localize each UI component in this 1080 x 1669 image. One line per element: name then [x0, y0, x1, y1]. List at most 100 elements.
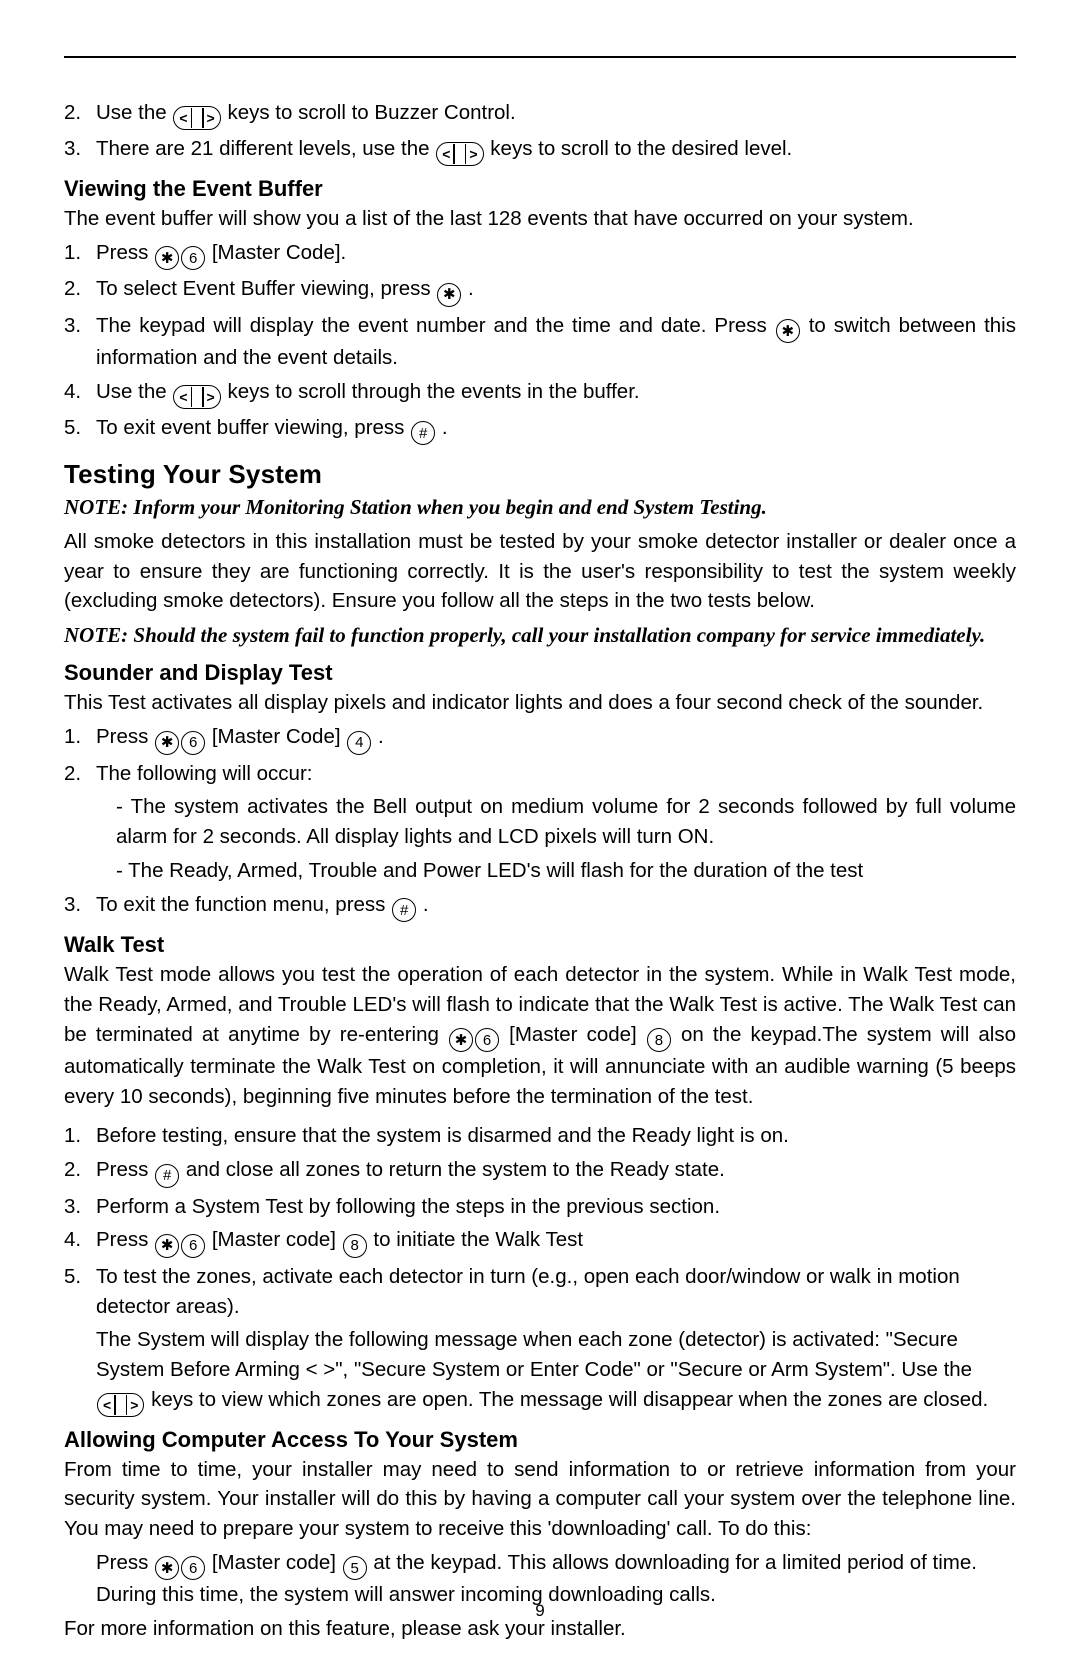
list-item: 2. The following will occur: — [64, 759, 1016, 789]
list-number: 5. — [64, 1262, 96, 1292]
six-key-icon: 6 — [181, 1556, 205, 1580]
text: . — [468, 277, 474, 300]
list-item: 3. The keypad will display the event num… — [64, 311, 1016, 373]
star-key-icon: ✱ — [776, 319, 800, 343]
list-number: 3. — [64, 890, 96, 920]
star-key-icon: ✱ — [155, 246, 179, 270]
list-item: 1. Press ✱6 [Master Code]. — [64, 238, 1016, 271]
hash-key-icon: # — [392, 898, 416, 922]
list-item: 4. Use the <> keys to scroll through the… — [64, 377, 1016, 409]
sounder-intro: This Test activates all display pixels a… — [64, 688, 1016, 718]
top-rule — [64, 56, 1016, 58]
text: Press — [96, 1228, 154, 1251]
text: and close all zones to return the system… — [186, 1158, 725, 1181]
list-body: The following will occur: — [96, 759, 1016, 789]
list-number: 4. — [64, 377, 96, 407]
list-body: Perform a System Test by following the s… — [96, 1192, 1016, 1222]
list-body: Use the <> keys to scroll through the ev… — [96, 377, 1016, 409]
sounder-list: 1. Press ✱6 [Master Code] 4 . 2. The fol… — [64, 722, 1016, 922]
text: keys to view which zones are open. The m… — [151, 1388, 988, 1411]
text: . — [442, 416, 448, 439]
list-item: 2. To select Event Buffer viewing, press… — [64, 274, 1016, 307]
list-item: 1. Press ✱6 [Master Code] 4 . — [64, 722, 1016, 755]
text: [Master code] — [212, 1551, 342, 1574]
heading-sounder: Sounder and Display Test — [64, 660, 1016, 686]
text: [Master Code] — [212, 725, 346, 748]
list-number: 2. — [64, 274, 96, 304]
six-key-icon: 6 — [181, 246, 205, 270]
text: To exit event buffer viewing, press — [96, 416, 410, 439]
note-1: NOTE: Inform your Monitoring Station whe… — [64, 492, 1016, 522]
list-number: 5. — [64, 413, 96, 443]
six-key-icon: 6 — [181, 1234, 205, 1258]
four-key-icon: 4 — [347, 731, 371, 755]
list-item: 2. Use the <> keys to scroll to Buzzer C… — [64, 98, 1016, 130]
list-body: The keypad will display the event number… — [96, 311, 1016, 373]
text: Use the — [96, 101, 172, 124]
list-body: Press ✱6 [Master Code]. — [96, 238, 1016, 271]
text: The System will display the following me… — [96, 1328, 972, 1381]
text: . — [423, 893, 429, 916]
star-key-icon: ✱ — [449, 1028, 473, 1052]
text: Press — [96, 241, 154, 264]
list-number: 1. — [64, 238, 96, 268]
list-number: 3. — [64, 1192, 96, 1222]
list-item: 3. Perform a System Test by following th… — [64, 1192, 1016, 1222]
heading-event-buffer: Viewing the Event Buffer — [64, 176, 1016, 202]
text: keys to scroll to the desired level. — [490, 137, 792, 160]
list-body: To test the zones, activate each detecto… — [96, 1262, 1016, 1321]
list-body: To exit the function menu, press # . — [96, 890, 1016, 923]
eight-key-icon: 8 — [647, 1028, 671, 1052]
note-2: NOTE: Should the system fail to function… — [64, 620, 1016, 650]
list-body: Before testing, ensure that the system i… — [96, 1121, 1016, 1151]
text: [Master code] — [212, 1228, 342, 1251]
list-number: 1. — [64, 1121, 96, 1151]
event-intro: The event buffer will show you a list of… — [64, 204, 1016, 234]
list-number: 2. — [64, 759, 96, 789]
intro-list: 2. Use the <> keys to scroll to Buzzer C… — [64, 98, 1016, 166]
text: [Master code] — [509, 1023, 646, 1046]
sub-item: - The system activates the Bell output o… — [116, 792, 1016, 851]
list-body: There are 21 different levels, use the <… — [96, 134, 1016, 166]
text: to initiate the Walk Test — [373, 1228, 583, 1251]
star-key-icon: ✱ — [155, 1556, 179, 1580]
page-number: 9 — [0, 1601, 1080, 1621]
text: Press — [96, 725, 154, 748]
eight-key-icon: 8 — [343, 1234, 367, 1258]
list-number: 2. — [64, 98, 96, 128]
five-key-icon: 5 — [343, 1556, 367, 1580]
list-body: Use the <> keys to scroll to Buzzer Cont… — [96, 98, 1016, 130]
list-number: 1. — [64, 722, 96, 752]
text: Press — [96, 1158, 154, 1181]
list-item: 4. Press ✱6 [Master code] 8 to initiate … — [64, 1225, 1016, 1258]
list-item: 5. To test the zones, activate each dete… — [64, 1262, 1016, 1321]
hash-key-icon: # — [411, 421, 435, 445]
list-number: 3. — [64, 134, 96, 164]
text: [Master Code]. — [212, 241, 346, 264]
hash-key-icon: # — [155, 1164, 179, 1188]
text: To exit the function menu, press — [96, 893, 391, 916]
heading-walk: Walk Test — [64, 932, 1016, 958]
computer-intro: From time to time, your installer may ne… — [64, 1455, 1016, 1544]
arrow-keys-icon: <> — [97, 1393, 144, 1417]
list-item: 2. Press # and close all zones to return… — [64, 1155, 1016, 1188]
list-number: 2. — [64, 1155, 96, 1185]
text: The keypad will display the event number… — [96, 314, 775, 337]
heading-computer: Allowing Computer Access To Your System — [64, 1427, 1016, 1453]
list-body: Press ✱6 [Master Code] 4 . — [96, 722, 1016, 755]
walk-intro: Walk Test mode allows you test the opera… — [64, 960, 1016, 1111]
list-body: To exit event buffer viewing, press # . — [96, 413, 1016, 446]
heading-testing: Testing Your System — [64, 459, 1016, 490]
six-key-icon: 6 — [181, 731, 205, 755]
arrow-keys-icon: <> — [436, 142, 483, 166]
list-number: 3. — [64, 311, 96, 341]
list-body: Press # and close all zones to return th… — [96, 1155, 1016, 1188]
arrow-keys-icon: <> — [173, 385, 220, 409]
text: Use the — [96, 380, 172, 403]
event-list: 1. Press ✱6 [Master Code]. 2. To select … — [64, 238, 1016, 446]
testing-para: All smoke detectors in this installation… — [64, 527, 1016, 616]
list-number: 4. — [64, 1225, 96, 1255]
list-item: 1. Before testing, ensure that the syste… — [64, 1121, 1016, 1151]
star-key-icon: ✱ — [155, 1234, 179, 1258]
text: keys to scroll through the events in the… — [227, 380, 639, 403]
